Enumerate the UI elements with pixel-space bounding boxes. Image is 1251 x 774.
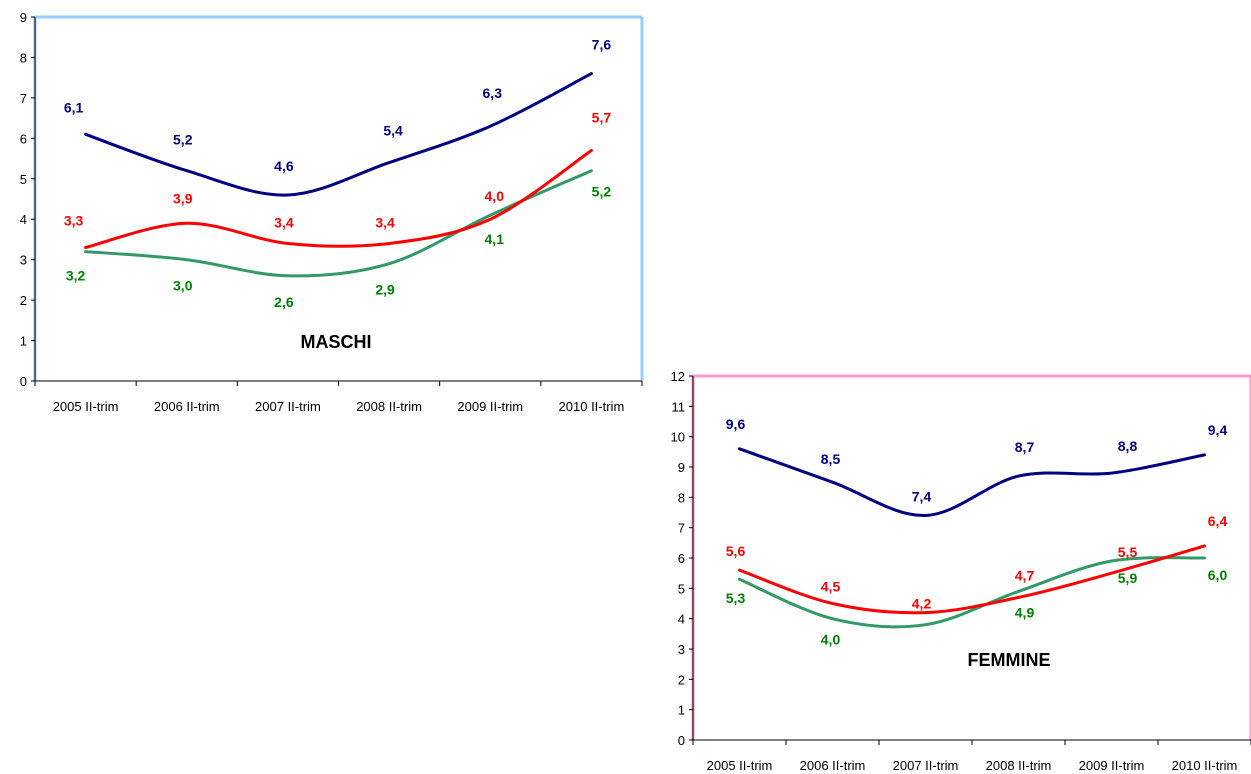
x-tick-label: 2007 II-trim [893, 758, 959, 773]
x-tick-label: 2009 II-trim [1079, 758, 1145, 773]
y-tick-label: 0 [20, 374, 27, 389]
y-tick-label: 6 [678, 551, 685, 566]
data-label: 4,0 [821, 632, 841, 648]
data-label: 3,0 [173, 278, 193, 294]
y-tick-label: 10 [671, 430, 685, 445]
data-label: 8,7 [1015, 439, 1035, 455]
x-tick-label: 2008 II-trim [986, 758, 1052, 773]
y-tick-label: 5 [20, 172, 27, 187]
data-label: 9,6 [726, 416, 746, 432]
y-tick-label: 11 [672, 399, 686, 414]
data-label: 3,2 [66, 268, 86, 284]
data-label: 4,1 [485, 231, 505, 247]
y-tick-label: 4 [20, 212, 27, 227]
data-label: 5,3 [726, 590, 746, 606]
x-tick-label: 2006 II-trim [800, 758, 866, 773]
y-tick-label: 7 [20, 91, 27, 106]
x-tick-label: 2007 II-trim [255, 399, 321, 414]
data-label: 2,9 [375, 282, 395, 298]
data-label: 5,9 [1118, 570, 1138, 586]
data-label: 3,3 [64, 213, 84, 229]
data-label: 4,0 [485, 188, 505, 204]
data-label: 5,2 [592, 184, 612, 200]
y-tick-label: 3 [20, 253, 27, 268]
x-tick-label: 2005 II-trim [53, 399, 119, 414]
y-tick-label: 0 [678, 733, 685, 748]
series-line-1 [738, 544, 1206, 615]
x-tick-label: 2009 II-trim [457, 399, 523, 414]
series-line-2 [84, 169, 593, 278]
data-label: 6,3 [483, 85, 503, 101]
y-tick-label: 8 [678, 490, 685, 505]
x-tick-label: 2010 II-trim [1172, 758, 1238, 773]
y-tick-label: 5 [678, 581, 685, 596]
series-line-0 [84, 72, 593, 197]
y-tick-label: 1 [678, 703, 685, 718]
series-line-1 [84, 149, 593, 249]
series-line-0 [738, 447, 1206, 518]
data-label: 4,6 [274, 158, 294, 174]
data-label: 7,6 [592, 37, 612, 53]
data-label: 4,9 [1015, 604, 1035, 620]
data-label: 4,5 [821, 579, 841, 595]
data-label: 5,5 [1118, 544, 1138, 560]
y-tick-label: 7 [678, 521, 685, 536]
x-tick-label: 2008 II-trim [356, 399, 422, 414]
y-tick-label: 2 [20, 293, 27, 308]
y-tick-label: 9 [20, 10, 27, 25]
y-tick-label: 8 [20, 50, 27, 65]
data-label: 5,6 [726, 543, 746, 559]
data-label: 4,7 [1015, 567, 1035, 583]
series-line-2 [738, 556, 1206, 629]
chart-title: FEMMINE [968, 650, 1051, 670]
data-label: 6,0 [1208, 567, 1228, 583]
y-tick-label: 1 [20, 334, 27, 349]
data-label: 2,6 [274, 294, 294, 310]
y-tick-label: 6 [20, 131, 27, 146]
y-tick-label: 2 [678, 672, 685, 687]
data-label: 6,4 [1208, 513, 1228, 529]
data-label: 7,4 [912, 489, 932, 505]
y-tick-label: 4 [678, 612, 685, 627]
chart-title: MASCHI [301, 332, 372, 352]
y-tick-label: 9 [678, 460, 685, 475]
x-tick-label: 2006 II-trim [154, 399, 220, 414]
data-label: 9,4 [1208, 422, 1228, 438]
data-label: 3,4 [375, 214, 395, 230]
y-tick-label: 3 [678, 642, 685, 657]
data-label: 5,7 [592, 109, 612, 125]
data-label: 5,2 [173, 132, 193, 148]
data-label: 3,9 [173, 190, 193, 206]
data-label: 8,5 [821, 451, 841, 467]
data-label: 5,4 [383, 123, 403, 139]
data-label: 8,8 [1118, 438, 1138, 454]
data-label: 6,1 [64, 99, 84, 115]
x-tick-label: 2010 II-trim [559, 399, 625, 414]
data-label: 3,4 [274, 214, 294, 230]
data-label: 4,2 [912, 596, 932, 612]
x-tick-label: 2005 II-trim [707, 758, 773, 773]
chart-maschi: 0 1 2 3 4 5 6 7 8 9 2005 II-trim 2006 II-trim 2007 I… [20, 10, 644, 414]
y-tick-label: 12 [671, 369, 685, 384]
